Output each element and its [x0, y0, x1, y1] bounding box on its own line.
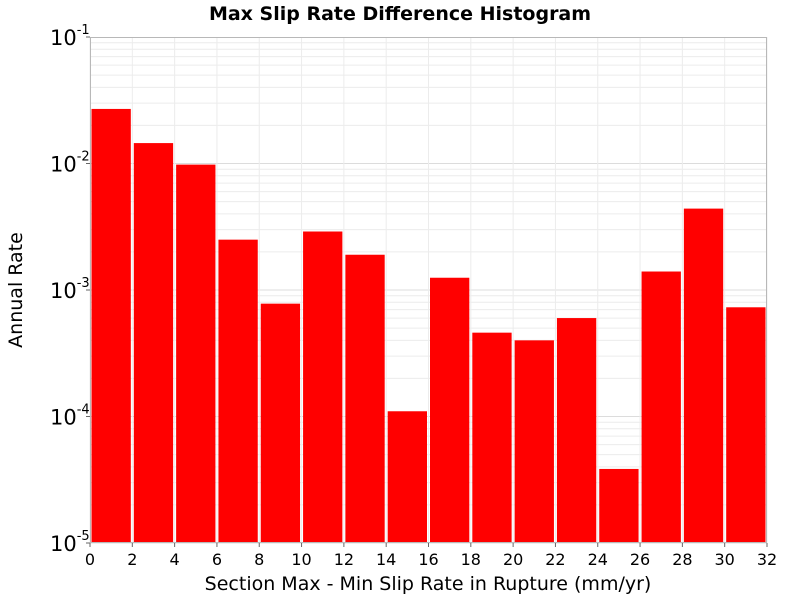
x-tick-label: 8: [254, 550, 264, 569]
histogram-bar: [260, 303, 301, 543]
histogram-bar: [303, 231, 343, 543]
histogram-bar: [683, 208, 724, 543]
histogram-bar: [641, 271, 681, 543]
x-tick-label: 28: [672, 550, 692, 569]
x-tick-label: 22: [545, 550, 565, 569]
x-tick-label: 6: [212, 550, 222, 569]
x-tick-label: 20: [503, 550, 523, 569]
y-tick-label: 10-1: [50, 23, 90, 50]
histogram-bar: [472, 332, 512, 543]
x-tick-label: 14: [376, 550, 396, 569]
histogram-bar: [387, 411, 427, 543]
histogram-bar: [430, 277, 470, 543]
bars: [91, 108, 766, 543]
histogram-bar: [176, 164, 216, 543]
y-tick-label: 10-3: [50, 276, 90, 303]
plot-border: [90, 37, 767, 543]
histogram-bar: [599, 468, 639, 543]
x-axis-label: Section Max - Min Slip Rate in Rupture (…: [205, 573, 652, 595]
histogram-bar: [514, 340, 554, 543]
x-tick-label: 30: [715, 550, 735, 569]
y-tick-label: 10-5: [50, 529, 90, 556]
y-axis-ticks: 10-1 10-2 10-3 10-4 10-5: [50, 23, 90, 556]
x-axis-ticks: 0 2 4 6 8 10 12 14 16 18 20 22 24 26 28 30 32: [85, 543, 777, 569]
y-tick-label: 10-4: [50, 403, 90, 430]
histogram-bar: [556, 318, 597, 543]
histogram-bar: [345, 254, 385, 543]
x-tick-label: 32: [757, 550, 777, 569]
x-tick-label: 18: [461, 550, 481, 569]
x-tick-label: 12: [334, 550, 354, 569]
x-tick-label: 24: [588, 550, 608, 569]
y-axis-label: Annual Rate: [5, 232, 27, 348]
histogram-bar: [91, 108, 131, 543]
x-tick-label: 26: [630, 550, 650, 569]
x-tick-label: 16: [418, 550, 438, 569]
x-tick-label: 0: [85, 550, 95, 569]
y-tick-label: 10-2: [50, 150, 90, 177]
x-tick-label: 10: [291, 550, 311, 569]
chart-title: Max Slip Rate Difference Histogram: [209, 3, 591, 25]
histogram-bar: [218, 239, 258, 543]
x-tick-label: 4: [170, 550, 180, 569]
x-tick-label: 2: [127, 550, 137, 569]
histogram-bar: [133, 143, 174, 543]
histogram-bar: [726, 307, 766, 543]
